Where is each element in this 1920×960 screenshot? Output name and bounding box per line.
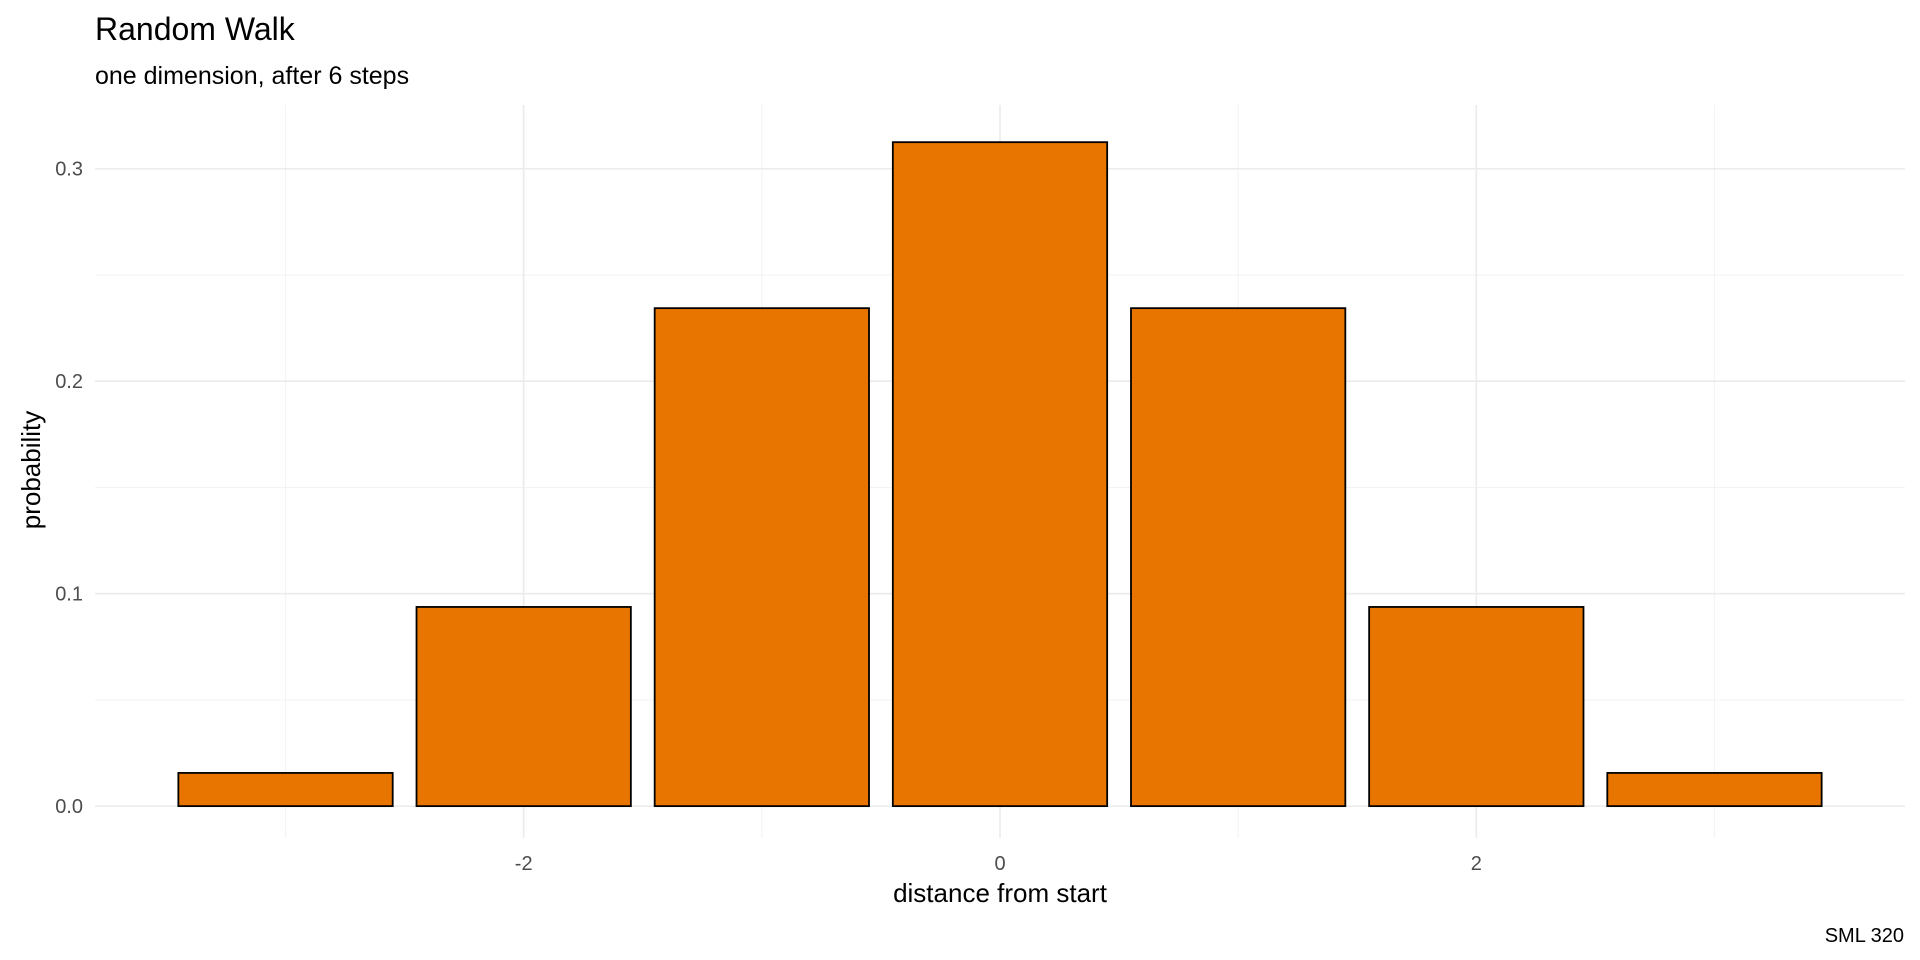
bar <box>653 307 870 808</box>
chart-caption: SML 320 <box>1825 925 1904 947</box>
x-tick-label: 0 <box>994 853 1005 875</box>
y-tick-label: 0.3 <box>55 159 83 181</box>
x-tick-label: -2 <box>515 853 533 875</box>
x-tick-label: 2 <box>1471 853 1482 875</box>
bar <box>415 606 632 808</box>
y-axis-title: probability <box>16 411 46 530</box>
y-axis-tick-labels: 0.0 0.1 0.2 0.3 <box>55 159 83 818</box>
y-tick-label: 0.0 <box>55 796 83 818</box>
bars <box>177 141 1823 808</box>
y-tick-label: 0.1 <box>55 584 83 606</box>
bar <box>1130 307 1347 808</box>
x-axis-tick-labels: -2 0 2 <box>515 853 1482 875</box>
x-axis-title: distance from start <box>893 878 1108 908</box>
bar <box>1368 606 1585 808</box>
bar <box>177 772 394 808</box>
bar <box>1606 772 1823 808</box>
chart-title: Random Walk <box>95 11 296 47</box>
bar <box>891 141 1109 808</box>
y-tick-label: 0.2 <box>55 371 83 393</box>
chart-subtitle: one dimension, after 6 steps <box>95 62 409 90</box>
